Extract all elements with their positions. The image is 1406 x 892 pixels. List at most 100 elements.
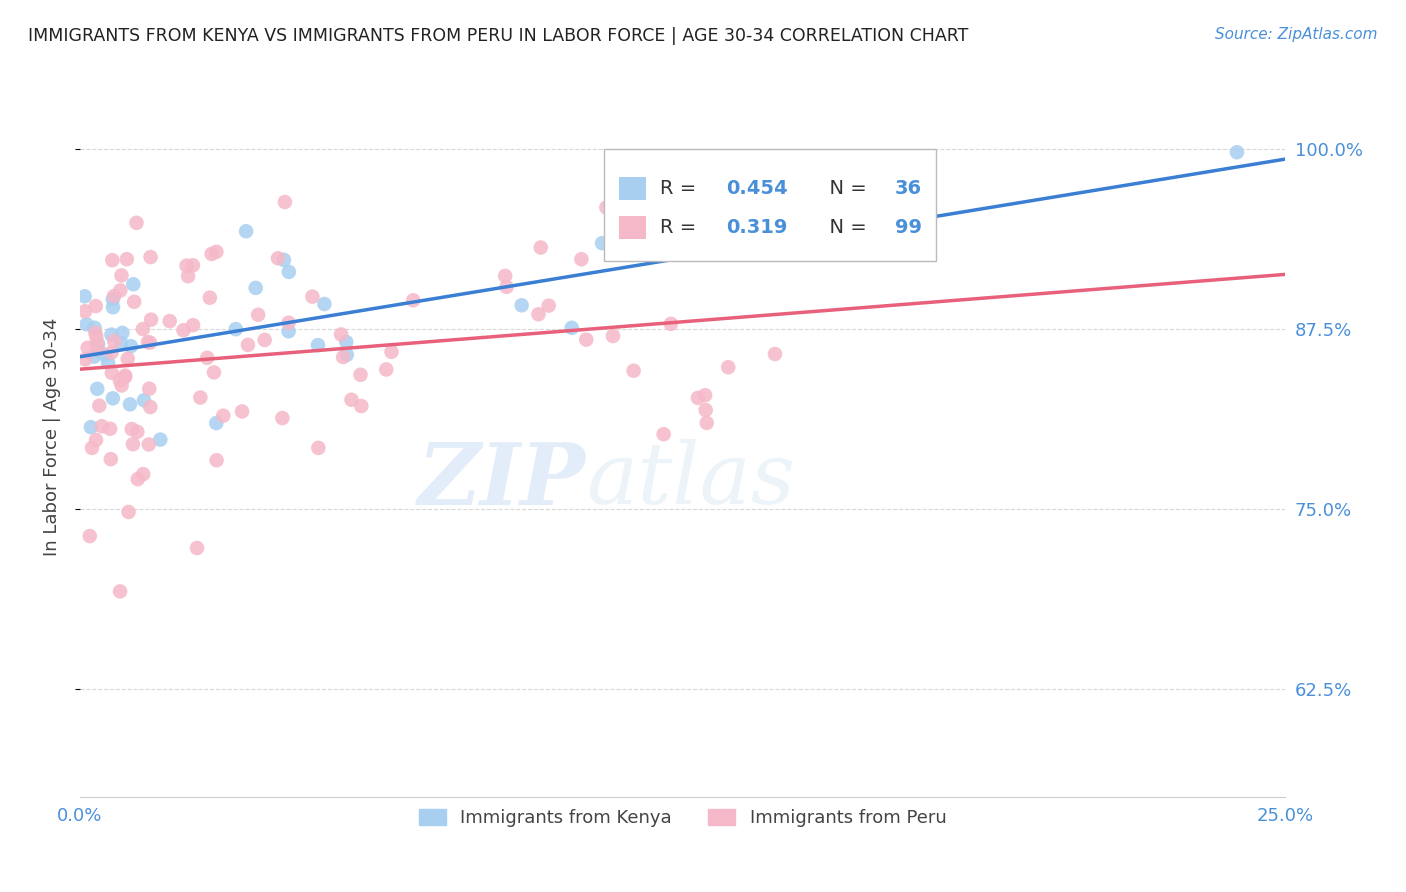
FancyBboxPatch shape [605,149,935,260]
Point [205,453,228,467]
Point [717,360,740,375]
Point [94,348,117,362]
Text: atlas: atlas [586,439,796,522]
Text: IMMIGRANTS FROM KENYA VS IMMIGRANTS FROM PERU IN LABOR FORCE | AGE 30-34 CORRELA: IMMIGRANTS FROM KENYA VS IMMIGRANTS FROM… [28,27,969,45]
Point [108,584,131,599]
Point [201,247,224,261]
Point [103,334,125,348]
Point [271,411,294,425]
Point [561,321,583,335]
Point [139,335,162,350]
Point [87,336,110,351]
Point [307,441,329,455]
Point [101,253,124,268]
Point [623,364,645,378]
Point [695,403,717,417]
Point [120,339,142,353]
Point [527,307,550,321]
Point [122,277,145,292]
Point [73,289,96,303]
Point [314,297,336,311]
Point [138,382,160,396]
Text: N =: N = [817,179,873,198]
Point [273,252,295,267]
Point [118,397,141,411]
Point [139,312,162,326]
Point [111,326,134,340]
FancyBboxPatch shape [619,216,645,239]
Point [225,322,247,336]
Point [188,391,211,405]
Text: 99: 99 [896,218,922,237]
Point [602,329,624,343]
Point [79,529,101,543]
Point [510,298,533,312]
Point [121,422,143,436]
Point [159,314,181,328]
Point [75,304,97,318]
Point [101,366,124,380]
Point [253,333,276,347]
Point [127,425,149,439]
Point [132,322,155,336]
Point [172,323,194,337]
Point [247,308,270,322]
Point [101,292,124,306]
Point [231,404,253,418]
Point [97,356,120,370]
Point [136,335,159,350]
Point [375,362,398,376]
Text: 0.454: 0.454 [727,179,787,198]
Point [332,350,354,364]
Point [595,201,617,215]
Point [101,300,124,314]
Text: Source: ZipAtlas.com: Source: ZipAtlas.com [1215,27,1378,42]
Point [335,334,357,349]
Point [101,392,124,406]
Text: R =: R = [659,218,703,237]
Point [84,299,107,313]
Point [86,336,108,351]
Point [100,345,122,359]
Point [114,370,136,384]
Point [575,333,598,347]
Point [349,368,371,382]
Point [83,350,105,364]
Point [537,299,560,313]
Point [212,409,235,423]
Point [205,244,228,259]
Point [402,293,425,308]
Point [115,252,138,267]
Point [177,269,200,284]
Point [110,335,132,350]
Point [336,348,359,362]
Point [111,378,134,392]
Point [301,290,323,304]
Point [76,341,98,355]
Point [139,400,162,414]
Point [530,241,553,255]
Point [198,291,221,305]
Legend: Immigrants from Kenya, Immigrants from Peru: Immigrants from Kenya, Immigrants from P… [412,802,953,835]
Point [83,320,105,334]
Point [724,247,747,261]
Point [110,268,132,283]
Point [75,352,97,367]
Point [613,219,636,233]
Point [274,194,297,209]
Point [139,250,162,264]
Point [195,351,218,365]
Point [696,416,718,430]
Point [181,318,204,333]
Point [235,224,257,238]
Point [90,419,112,434]
Point [125,216,148,230]
Point [84,326,107,340]
Point [494,268,516,283]
Text: 36: 36 [896,179,922,198]
Point [307,338,329,352]
Point [380,344,402,359]
Point [98,422,121,436]
Text: R =: R = [659,179,703,198]
Point [350,399,373,413]
